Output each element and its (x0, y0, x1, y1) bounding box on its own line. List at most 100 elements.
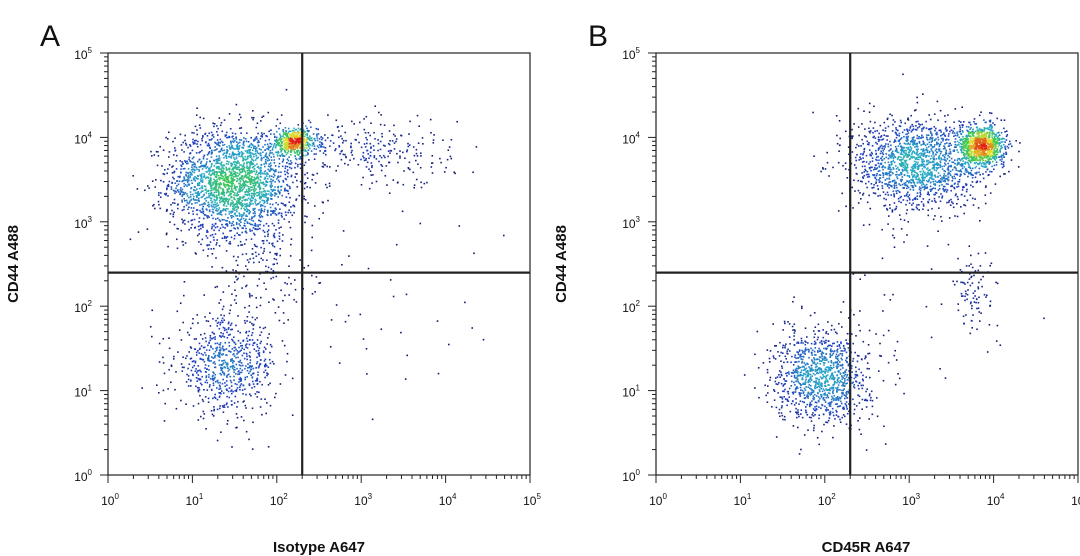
event-point-a (253, 176, 255, 179)
event-point-a (269, 362, 272, 365)
event-point-a (254, 202, 257, 205)
event-point-a (210, 345, 212, 347)
event-point-a (409, 120, 411, 123)
event-point-a (212, 379, 215, 382)
event-point-a (248, 205, 250, 208)
event-point-a (255, 255, 258, 257)
event-point-a (151, 155, 153, 157)
event-point-a (214, 355, 216, 358)
event-point-a (248, 438, 250, 441)
event-point-a (273, 224, 275, 227)
event-point-b (989, 154, 991, 157)
event-point-a (199, 151, 201, 153)
event-point-a (288, 265, 290, 267)
event-point-a (246, 205, 249, 207)
event-point-a (312, 143, 315, 145)
event-point-b (974, 158, 977, 160)
event-point-a (310, 137, 312, 139)
event-point-a (246, 162, 248, 165)
event-point-a (196, 314, 199, 316)
event-point-b (979, 173, 981, 176)
event-point-b (959, 169, 962, 171)
event-point-a (233, 154, 235, 157)
event-point-a (270, 213, 272, 216)
event-point-b (989, 170, 991, 173)
event-point-a (217, 141, 220, 144)
event-point-b (978, 171, 980, 174)
event-point-a (158, 361, 161, 363)
event-point-a (185, 175, 188, 177)
event-point-a (257, 374, 259, 376)
event-point-a (456, 120, 458, 123)
event-point-a (272, 269, 275, 272)
event-point-a (207, 359, 209, 362)
event-point-a (216, 166, 218, 168)
event-point-a (225, 210, 227, 212)
event-point-a (165, 233, 168, 236)
event-point-a (378, 111, 380, 114)
event-point-a (244, 173, 247, 175)
event-point-a (212, 173, 214, 175)
event-point-b (974, 139, 976, 142)
event-point-a (236, 200, 238, 202)
event-point-a (260, 215, 263, 217)
event-point-a (160, 192, 162, 194)
event-point-a (234, 194, 237, 197)
event-point-a (199, 378, 201, 380)
event-point-a (243, 186, 245, 189)
event-point-a (204, 364, 207, 366)
event-point-a (262, 199, 264, 202)
event-point-a (192, 177, 195, 179)
event-point-a (208, 373, 210, 376)
event-point-b (983, 132, 986, 135)
event-point-a (235, 373, 237, 375)
event-point-a (313, 148, 315, 150)
event-point-a (237, 142, 240, 145)
event-point-a (201, 238, 204, 241)
event-point-a (206, 158, 208, 160)
event-point-a (216, 196, 219, 198)
event-point-a (205, 170, 207, 173)
event-point-a (222, 192, 225, 195)
event-point-a (191, 360, 194, 363)
event-point-a (274, 193, 277, 195)
event-point-a (327, 137, 329, 139)
event-point-a (431, 155, 434, 157)
event-point-a (383, 154, 385, 157)
event-point-a (212, 318, 214, 320)
event-point-a (220, 211, 222, 213)
event-point-a (182, 321, 184, 324)
event-point-a (244, 193, 247, 196)
event-point-a (279, 133, 281, 135)
x-tick-label-a: 103 (354, 492, 372, 508)
event-point-a (251, 152, 253, 154)
event-point-a (270, 268, 273, 270)
event-point-a (198, 389, 201, 391)
event-point-a (219, 142, 221, 144)
event-point-b (857, 107, 860, 110)
event-point-a (195, 377, 198, 379)
event-point-a (219, 386, 221, 388)
event-point-b (991, 139, 993, 142)
event-point-b (992, 146, 995, 148)
event-point-a (224, 227, 226, 229)
event-point-a (212, 362, 215, 364)
event-point-a (255, 171, 258, 173)
event-point-a (215, 191, 218, 193)
event-point-a (298, 140, 300, 143)
event-point-a (274, 146, 277, 149)
event-point-a (271, 222, 274, 225)
event-point-a (211, 356, 213, 358)
event-point-a (180, 363, 183, 365)
event-point-a (220, 319, 223, 322)
event-point-a (172, 202, 174, 204)
event-point-a (406, 354, 408, 357)
event-point-a (433, 134, 435, 136)
event-point-a (275, 140, 278, 143)
event-point-a (242, 165, 245, 168)
event-point-a (222, 362, 225, 364)
event-point-a (305, 139, 308, 142)
event-point-a (256, 343, 258, 346)
event-point-a (287, 211, 289, 214)
event-point-b (982, 159, 985, 162)
